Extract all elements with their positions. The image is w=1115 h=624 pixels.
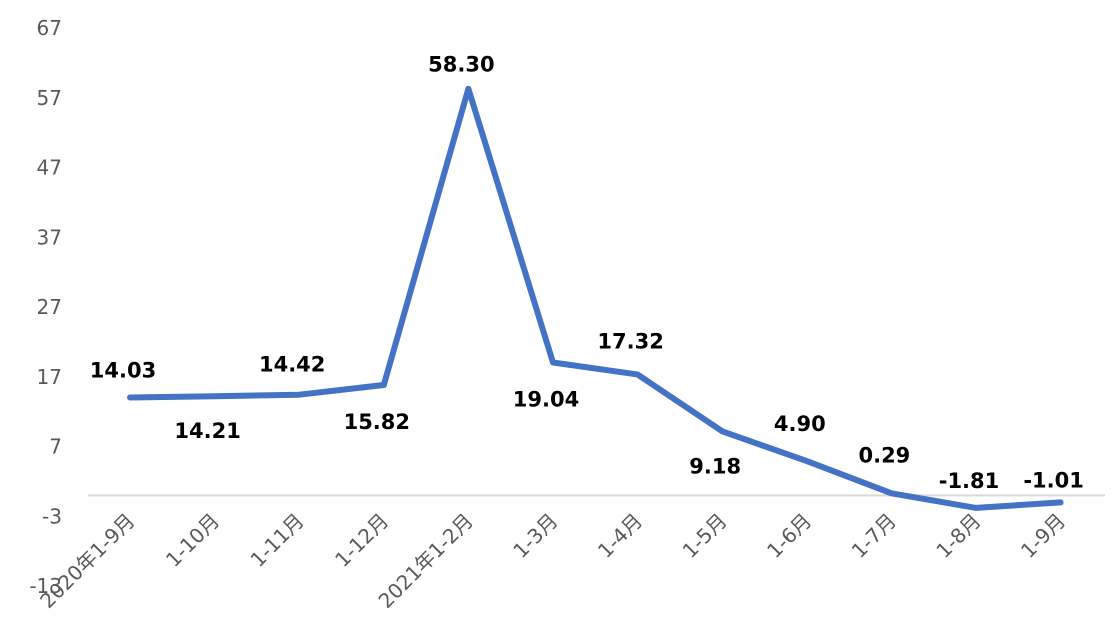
y-tick-label: 17 xyxy=(37,365,62,389)
data-label: 15.82 xyxy=(344,410,410,434)
x-tick-label: 1-5月 xyxy=(678,509,732,563)
data-label: 9.18 xyxy=(689,454,741,478)
x-tick-label: 1-9月 xyxy=(1016,509,1070,563)
x-tick-label: 1-6月 xyxy=(762,509,816,563)
x-tick-label: 1-11月 xyxy=(246,509,309,572)
data-label: 19.04 xyxy=(513,388,579,412)
y-axis-ticks: 67 57 47 37 27 17 7 -3 -13 xyxy=(29,16,62,598)
x-tick-label: 1-12月 xyxy=(330,509,393,572)
data-label: 4.90 xyxy=(774,412,826,436)
y-tick-label: 47 xyxy=(37,156,62,180)
data-label: 14.03 xyxy=(90,358,156,382)
data-label: 14.42 xyxy=(259,353,325,377)
y-tick-label: 67 xyxy=(37,16,62,40)
data-label: 58.30 xyxy=(428,53,494,77)
x-tick-label: 1-7月 xyxy=(847,509,901,563)
y-tick-label: 37 xyxy=(37,225,62,249)
y-tick-label: 57 xyxy=(37,86,62,110)
data-label: -1.01 xyxy=(1023,468,1084,492)
data-label: 14.21 xyxy=(174,419,240,443)
y-tick-label: 27 xyxy=(37,295,62,319)
series-line xyxy=(127,85,1064,511)
data-label: 0.29 xyxy=(858,443,910,467)
data-label: -1.81 xyxy=(939,469,1000,493)
x-tick-label: 1-4月 xyxy=(593,509,647,563)
x-tick-label: 1-8月 xyxy=(931,509,985,563)
x-tick-label: 1-3月 xyxy=(508,509,562,563)
data-labels: 14.03 14.21 14.42 15.82 58.30 19.04 17.32 9.18 4… xyxy=(90,53,1084,493)
y-tick-label: -13 xyxy=(29,574,62,598)
data-label: 17.32 xyxy=(597,330,663,354)
y-tick-label: 7 xyxy=(49,435,62,459)
x-tick-label: 1-10月 xyxy=(161,509,224,572)
y-tick-label: -3 xyxy=(42,504,62,528)
